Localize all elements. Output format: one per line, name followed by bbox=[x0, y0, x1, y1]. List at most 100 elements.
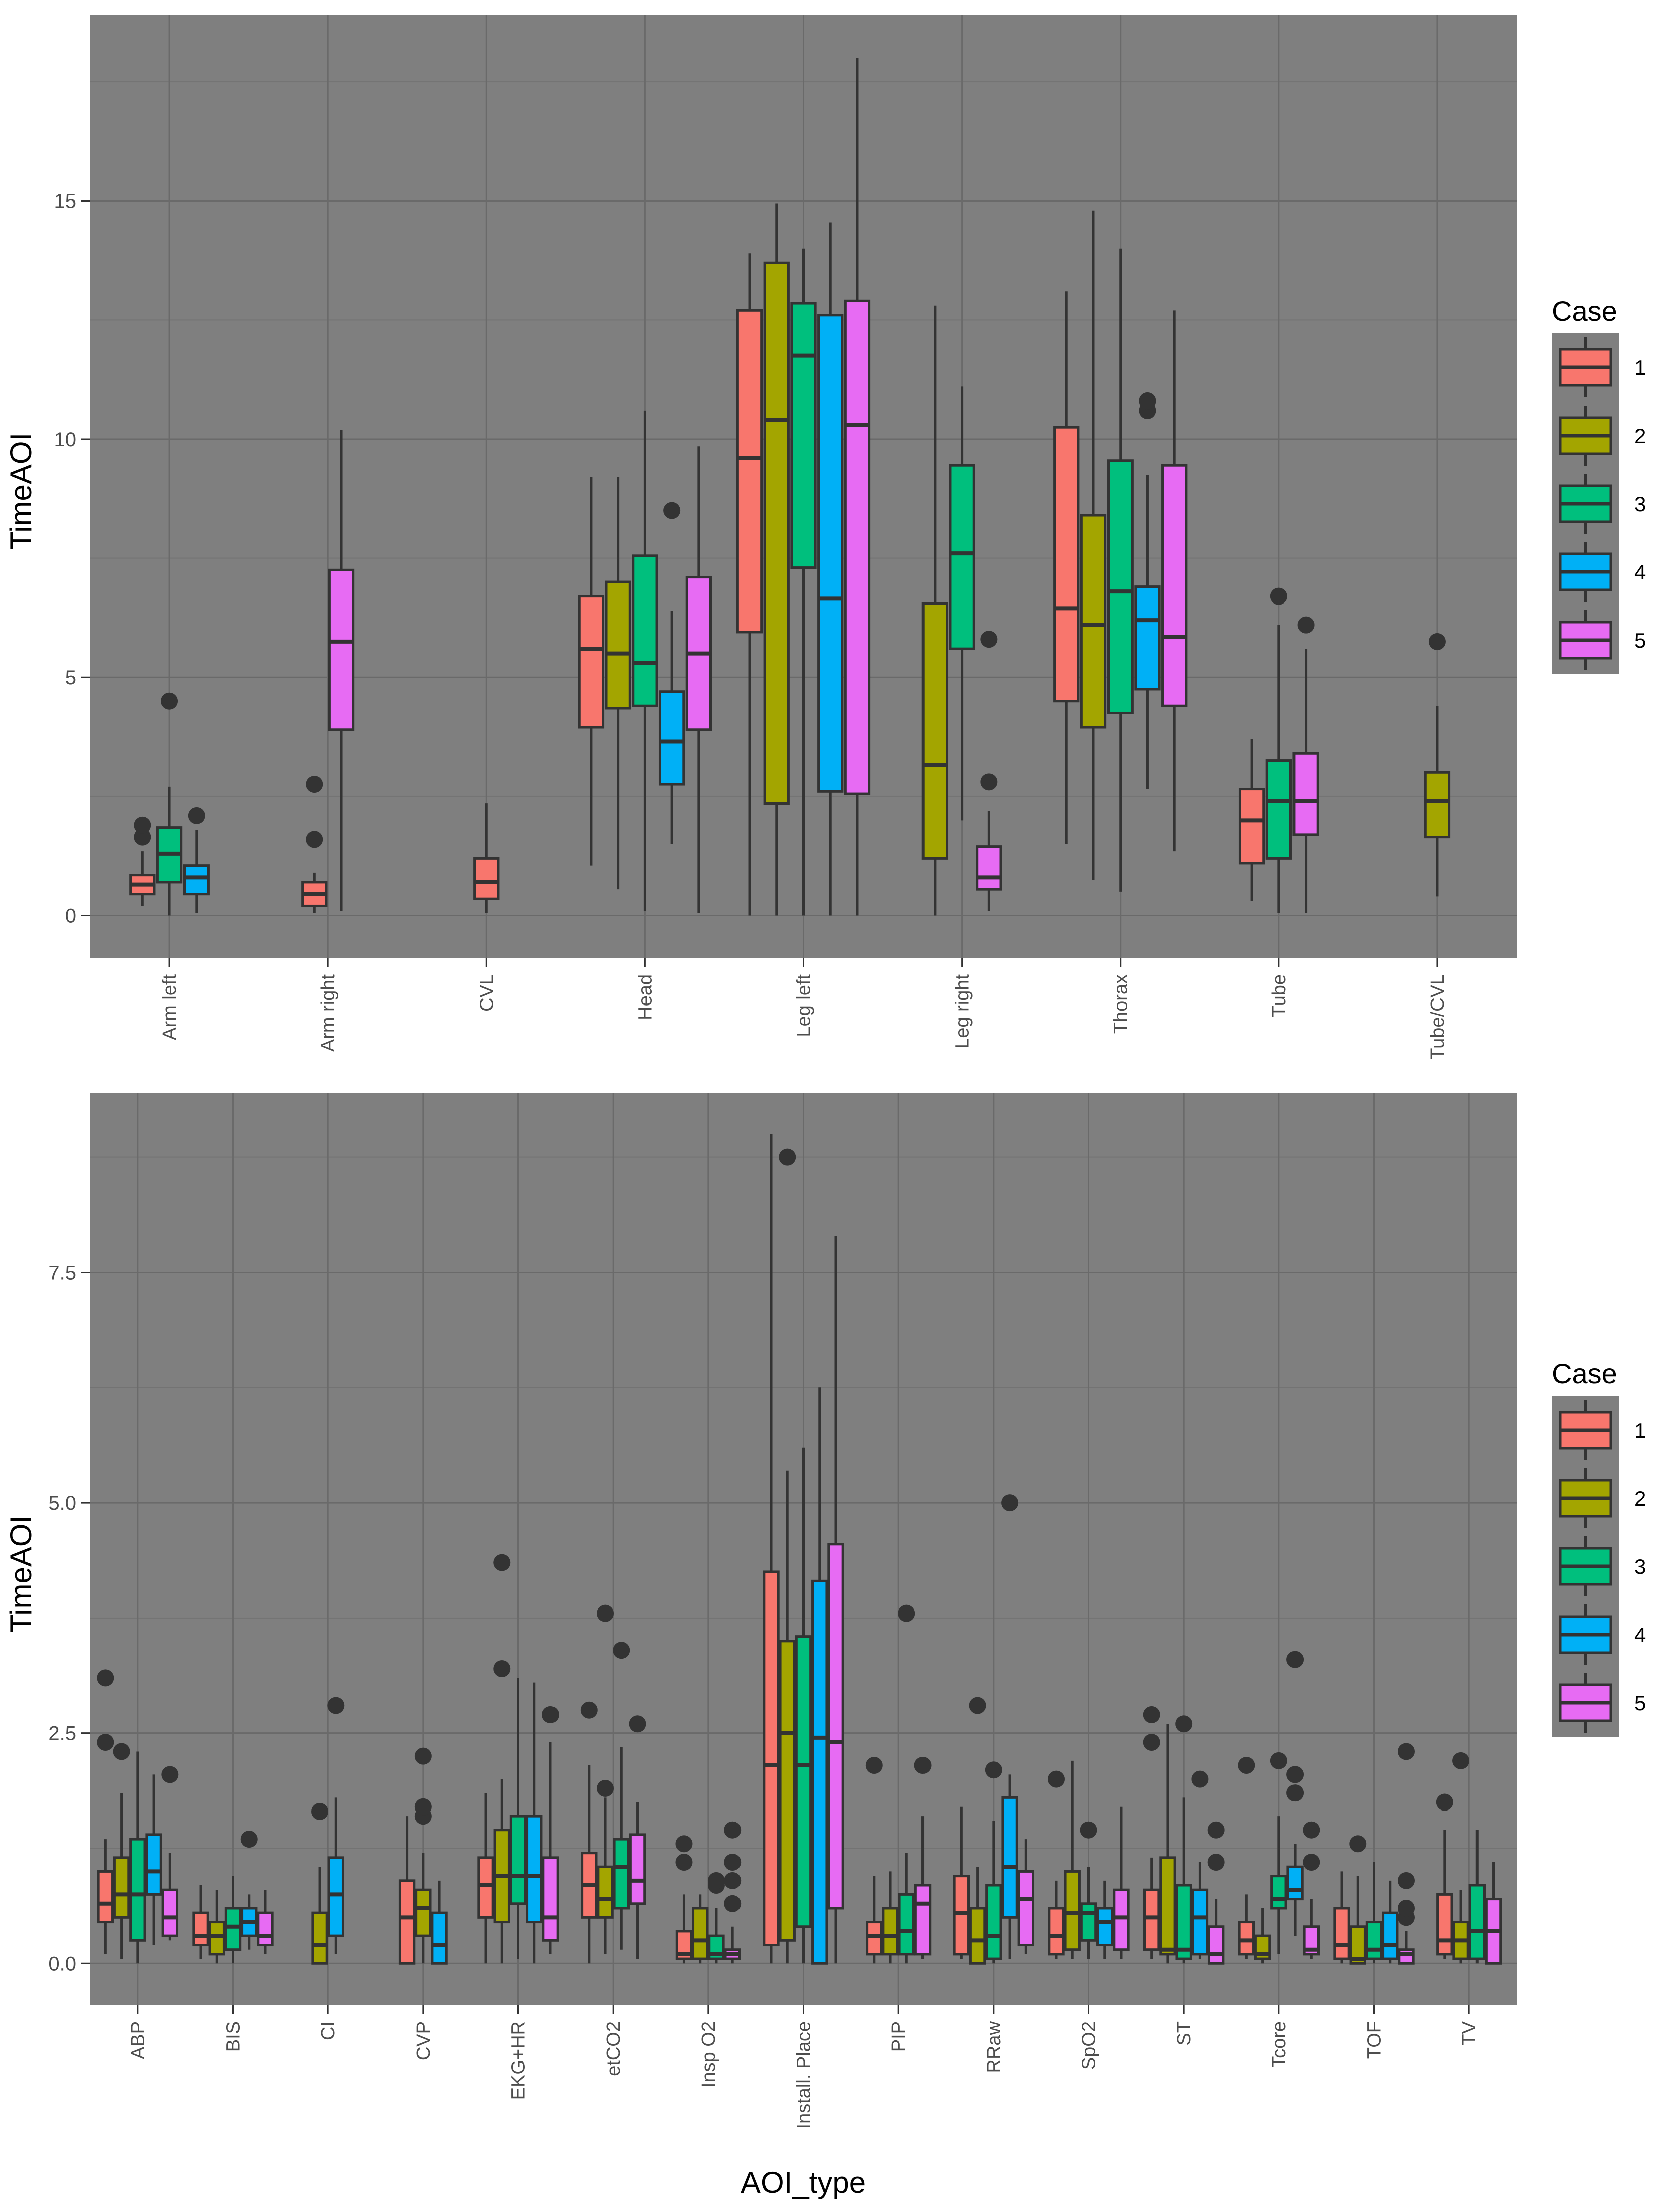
box-iqr bbox=[1292, 752, 1319, 836]
group-arm-left bbox=[129, 692, 210, 916]
box-iqr bbox=[1048, 1907, 1065, 1956]
legend-item-3: 3 bbox=[1559, 1536, 1646, 1596]
box-iqr bbox=[224, 1907, 242, 1951]
box-tcore-case-4 bbox=[1286, 1651, 1304, 1936]
box-iqr bbox=[526, 1815, 543, 1924]
box-rraw-case-4 bbox=[1001, 1494, 1019, 1959]
box-cvp-case-2 bbox=[414, 1747, 432, 1964]
box-iqr bbox=[1207, 1925, 1225, 1965]
legend-label: 2 bbox=[1634, 1487, 1646, 1510]
box-iqr bbox=[692, 1907, 709, 1960]
box-abp-case-4 bbox=[145, 1774, 162, 1945]
box-iqr bbox=[192, 1911, 209, 1947]
outlier-point bbox=[1143, 1734, 1160, 1751]
box-iqr bbox=[1191, 1888, 1209, 1956]
legend-label: 4 bbox=[1634, 1623, 1646, 1647]
box-install-place-case-1 bbox=[763, 1134, 780, 1964]
box-iqr bbox=[613, 1838, 630, 1910]
box-bis-case-4 bbox=[240, 1831, 258, 1950]
outlier-point bbox=[985, 1761, 1002, 1779]
outlier-point bbox=[1452, 1752, 1470, 1769]
box-etco2-case-2 bbox=[597, 1604, 614, 1954]
group-pip bbox=[865, 1604, 932, 1964]
outlier-point bbox=[1303, 1821, 1320, 1839]
outlier-point bbox=[311, 1802, 329, 1820]
group-insp-o2 bbox=[675, 1821, 742, 1964]
x-tick-label-ci: CI bbox=[318, 2021, 339, 2040]
group-head bbox=[578, 410, 712, 913]
box-st-case-1 bbox=[1143, 1706, 1160, 1959]
box-iqr bbox=[1270, 1875, 1287, 1910]
outlier-point bbox=[1175, 1715, 1193, 1733]
group-leg-left bbox=[736, 58, 871, 916]
box-tof-case-1 bbox=[1333, 1871, 1350, 1964]
y-tick-label: 0 bbox=[65, 905, 76, 927]
outlier-point bbox=[865, 1757, 883, 1774]
box-tv-case-1 bbox=[1436, 1793, 1453, 1959]
legend-item-3: 3 bbox=[1559, 474, 1646, 534]
outlier-point bbox=[1207, 1854, 1225, 1871]
x-tick-label-insp-o2: Insp O2 bbox=[698, 2021, 719, 2088]
box-ekg-hr-case-1 bbox=[477, 1793, 494, 1964]
box-rraw-case-1 bbox=[953, 1806, 970, 1959]
outlier-point bbox=[1139, 392, 1156, 410]
box-iqr bbox=[1107, 459, 1134, 714]
box-pip-case-1 bbox=[865, 1757, 883, 1964]
bottom-boxplot-panel: TimeAOI AOI_type Case 0.0 2.5 5.0 7.5 ABP BIS… bbox=[4, 1093, 1646, 2199]
x-tick-label-rraw: RRaw bbox=[984, 2021, 1005, 2073]
outlier-point bbox=[969, 1697, 986, 1714]
box-insp-o2-case-5 bbox=[724, 1821, 742, 1964]
box-iqr bbox=[827, 1543, 844, 1910]
box-iqr bbox=[817, 314, 844, 793]
legend-label: 1 bbox=[1634, 356, 1646, 379]
box-iqr bbox=[1159, 1856, 1176, 1956]
box-arm-left-case-4 bbox=[183, 807, 210, 913]
box-iqr bbox=[578, 595, 605, 729]
outlier-point bbox=[306, 831, 323, 848]
box-iqr bbox=[97, 1870, 114, 1924]
box-iqr bbox=[658, 690, 685, 786]
outlier-point bbox=[914, 1757, 932, 1774]
top-plot-area bbox=[90, 15, 1517, 958]
legend-label: 3 bbox=[1634, 1555, 1646, 1578]
box-tof-case-4 bbox=[1382, 1880, 1399, 1964]
box-arm-left-case-1 bbox=[129, 816, 156, 906]
group-leg-right bbox=[921, 305, 1002, 916]
outlier-point bbox=[1143, 1706, 1160, 1723]
box-iqr bbox=[1468, 1884, 1486, 1960]
outlier-point bbox=[1349, 1835, 1367, 1853]
box-cvp-case-4 bbox=[431, 1880, 448, 1965]
outlier-point bbox=[980, 631, 998, 648]
outlier-point bbox=[663, 502, 681, 519]
legend-label: 1 bbox=[1634, 1419, 1646, 1442]
box-abp-case-3 bbox=[129, 1751, 146, 1964]
box-head-case-1 bbox=[578, 477, 605, 866]
top-legend-title: Case bbox=[1552, 295, 1617, 327]
group-cvp bbox=[398, 1747, 448, 1965]
box-iqr bbox=[1238, 788, 1265, 865]
x-tick-label-tube: Tube bbox=[1269, 974, 1290, 1017]
x-tick-label-cvp: CVP bbox=[413, 2021, 434, 2060]
box-st-case-2 bbox=[1159, 1724, 1176, 1964]
group-ekg-hr bbox=[477, 1554, 559, 1964]
box-etco2-case-5 bbox=[629, 1715, 646, 1959]
box-abp-case-5 bbox=[161, 1766, 179, 1941]
box-install-place-case-3 bbox=[795, 1447, 812, 1964]
group-abp bbox=[97, 1669, 179, 1964]
bottom-plot-area bbox=[90, 1093, 1517, 2005]
box-head-case-4 bbox=[658, 502, 685, 844]
box-iqr bbox=[1365, 1921, 1383, 1960]
box-spo2-case-3 bbox=[1080, 1821, 1097, 1959]
x-tick-label-st: ST bbox=[1174, 2021, 1195, 2046]
x-tick-label-spo2: SpO2 bbox=[1079, 2021, 1100, 2070]
outlier-point bbox=[161, 1766, 179, 1783]
box-iqr bbox=[1080, 1902, 1097, 1942]
box-ekg-hr-case-5 bbox=[541, 1706, 559, 1954]
box-iqr bbox=[161, 1888, 179, 1937]
box-install-place-case-2 bbox=[779, 1148, 796, 1964]
outlier-point bbox=[1428, 633, 1446, 650]
box-iqr bbox=[1398, 1948, 1415, 1965]
box-iqr bbox=[985, 1884, 1002, 1960]
box-iqr bbox=[208, 1921, 225, 1956]
